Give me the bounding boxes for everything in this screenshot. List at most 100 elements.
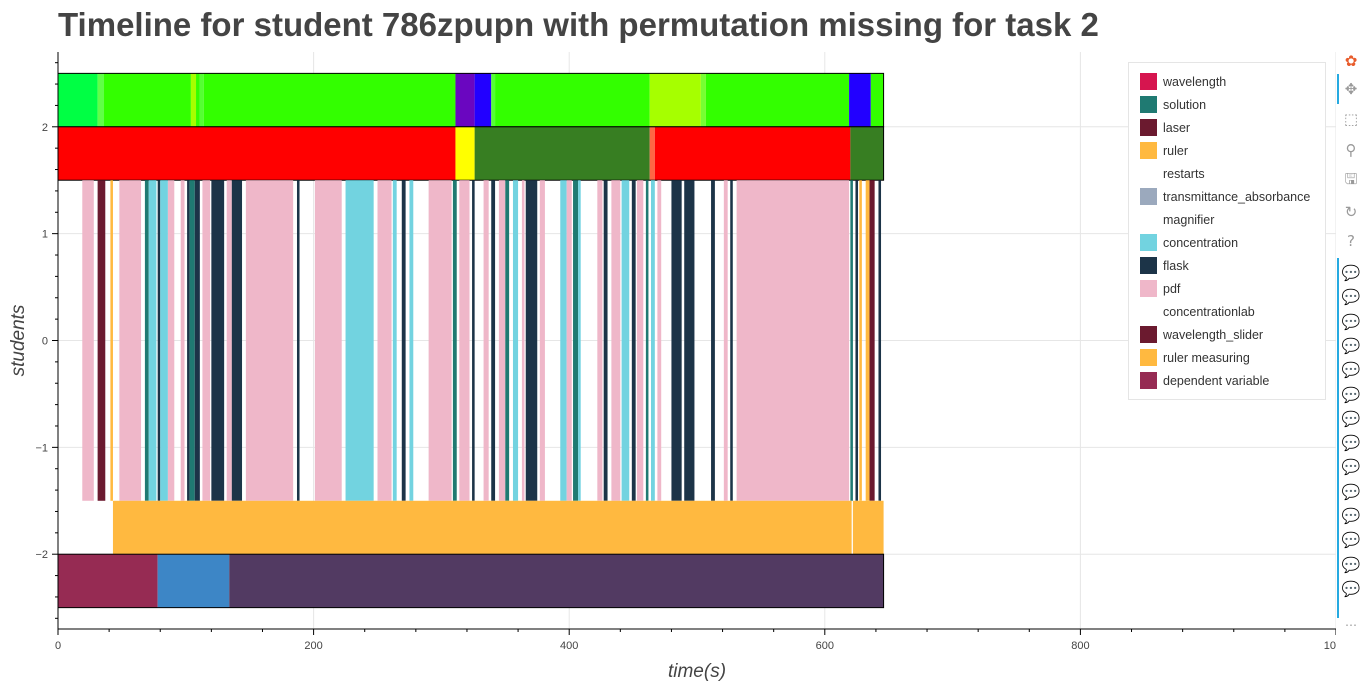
hover-icon[interactable]: 💬 — [1341, 531, 1361, 550]
legend-label: ruler — [1163, 143, 1189, 158]
legend-item[interactable]: wavelength — [1140, 73, 1226, 90]
help-icon[interactable]: ? — [1347, 232, 1355, 250]
legend-swatch — [1140, 372, 1157, 389]
bar-segment — [455, 73, 475, 127]
legend-swatch — [1140, 73, 1157, 90]
active-tool-indicator — [1337, 74, 1339, 104]
bar-segment — [58, 554, 158, 608]
bar-segment — [597, 180, 603, 501]
hover-icon[interactable]: 💬 — [1341, 458, 1361, 477]
hover-icon[interactable]: 💬 — [1341, 482, 1361, 501]
axes: 0 200 400 600 800 1000 −2 −1 0 1 2 time(s) students — [8, 52, 1336, 682]
bar-segment — [189, 180, 195, 501]
bar-segment — [850, 180, 853, 501]
bar-segment — [245, 180, 294, 501]
reset-icon[interactable]: ↻ — [1344, 203, 1358, 221]
legend-item[interactable]: laser — [1140, 119, 1190, 136]
hover-icon[interactable]: 💬 — [1341, 555, 1361, 574]
bar-segment — [377, 180, 392, 501]
x-axis-label: time(s) — [668, 661, 726, 682]
legend-item[interactable]: solution — [1140, 96, 1206, 113]
legend-swatch — [1140, 257, 1157, 274]
bar-segment — [160, 180, 168, 501]
toolbar: ✿ ✥ ⬚ ⚲ 🖫 ↻? 💬 💬 💬 💬 💬 💬 💬 💬 💬 💬 💬 💬 💬 💬 ⋯ — [1337, 48, 1366, 638]
legend-label: concentrationlab — [1163, 304, 1255, 319]
wheel-zoom-icon[interactable]: ⚲ — [1345, 141, 1357, 159]
bar-segment — [104, 73, 191, 127]
bar-segment — [194, 180, 200, 501]
bar-segment — [58, 73, 98, 127]
bar-segment — [474, 126, 650, 181]
bar-segment — [505, 180, 510, 501]
legend-item[interactable]: ruler — [1140, 142, 1188, 159]
legend-item[interactable]: concentration — [1140, 234, 1238, 251]
save-icon[interactable]: 🖫 — [1344, 169, 1358, 188]
legend-swatch — [1140, 349, 1157, 366]
legend-label: ruler measuring — [1163, 350, 1250, 365]
hover-icon[interactable]: 💬 — [1341, 385, 1361, 404]
bar-segment — [850, 126, 884, 181]
legend-label: pdf — [1163, 281, 1181, 296]
legend-item[interactable]: wavelength_slider — [1140, 326, 1263, 343]
bar-segment — [202, 180, 211, 501]
legend-item[interactable]: pdf — [1140, 280, 1180, 297]
hover-icon[interactable]: 💬 — [1341, 507, 1361, 525]
hover-icon[interactable]: 💬 — [1341, 336, 1361, 355]
bar-segment — [226, 180, 232, 501]
pan-icon[interactable]: ✥ — [1344, 80, 1358, 98]
bar-segment — [345, 180, 374, 501]
bar-segment — [314, 180, 342, 501]
bar-segment — [649, 73, 701, 127]
box-zoom-icon[interactable]: ⬚ — [1343, 110, 1359, 128]
hover-icon[interactable]: 💬 — [1341, 264, 1361, 282]
bar-segment — [459, 180, 470, 501]
bar-segment — [657, 180, 662, 501]
bar-segment — [190, 73, 197, 127]
y-tick-label: −1 — [35, 442, 48, 454]
legend-item[interactable]: concentrationlab — [1140, 303, 1255, 320]
bar-segment — [211, 180, 225, 501]
bokeh-logo-icon[interactable]: ✿ — [1344, 52, 1358, 70]
legend[interactable]: wavelength solution laser ruler restarts tran… — [1128, 62, 1326, 400]
bar-segment — [650, 180, 655, 501]
legend-swatch — [1140, 211, 1157, 228]
bar-segment — [539, 180, 545, 501]
y-axis-label: students — [8, 304, 29, 376]
legend-item[interactable]: transmittance_absorbance — [1140, 188, 1310, 205]
bar-segment — [231, 180, 243, 501]
bar-segment — [684, 180, 695, 501]
bar-segment — [736, 180, 850, 501]
bar-segment — [865, 180, 870, 501]
legend-item[interactable]: ruler measuring — [1140, 349, 1250, 366]
bar-segment — [711, 180, 715, 501]
bar-segment — [525, 180, 538, 501]
bar-segment — [474, 73, 492, 127]
hover-icon[interactable]: 💬 — [1341, 434, 1361, 453]
hover-icon[interactable]: 💬 — [1341, 288, 1361, 307]
bar-segment — [58, 126, 456, 181]
bar-segment — [869, 180, 875, 501]
bar-segment — [229, 554, 884, 608]
bar-segment — [409, 180, 414, 501]
bar-segment — [654, 126, 851, 181]
legend-label: laser — [1163, 120, 1191, 135]
bar-segment — [180, 180, 185, 501]
hover-icon[interactable]: 💬 — [1341, 409, 1361, 428]
bar-segment — [671, 180, 682, 501]
legend-item[interactable]: flask — [1140, 257, 1189, 274]
legend-label: restarts — [1163, 166, 1205, 181]
timeline-chart[interactable]: 0 200 400 600 800 1000 −2 −1 0 1 2 time(s) students — [0, 0, 1336, 683]
bar-segment — [144, 180, 149, 501]
hover-icon[interactable]: 💬 — [1341, 579, 1361, 598]
hover-icon[interactable]: 💬 — [1341, 361, 1361, 380]
legend-item[interactable]: dependent variable — [1140, 372, 1269, 389]
legend-item[interactable]: restarts — [1140, 165, 1205, 182]
bar-segment — [631, 180, 636, 501]
bar-segment — [859, 180, 862, 501]
legend-item[interactable]: magnifier — [1140, 211, 1214, 228]
bar-segment — [621, 180, 630, 501]
hover-icon[interactable]: 💬 — [1341, 312, 1361, 331]
bar-segment — [196, 73, 200, 127]
more-tools-icon[interactable]: ⋯ — [1345, 618, 1357, 632]
bar-segment — [730, 180, 733, 501]
